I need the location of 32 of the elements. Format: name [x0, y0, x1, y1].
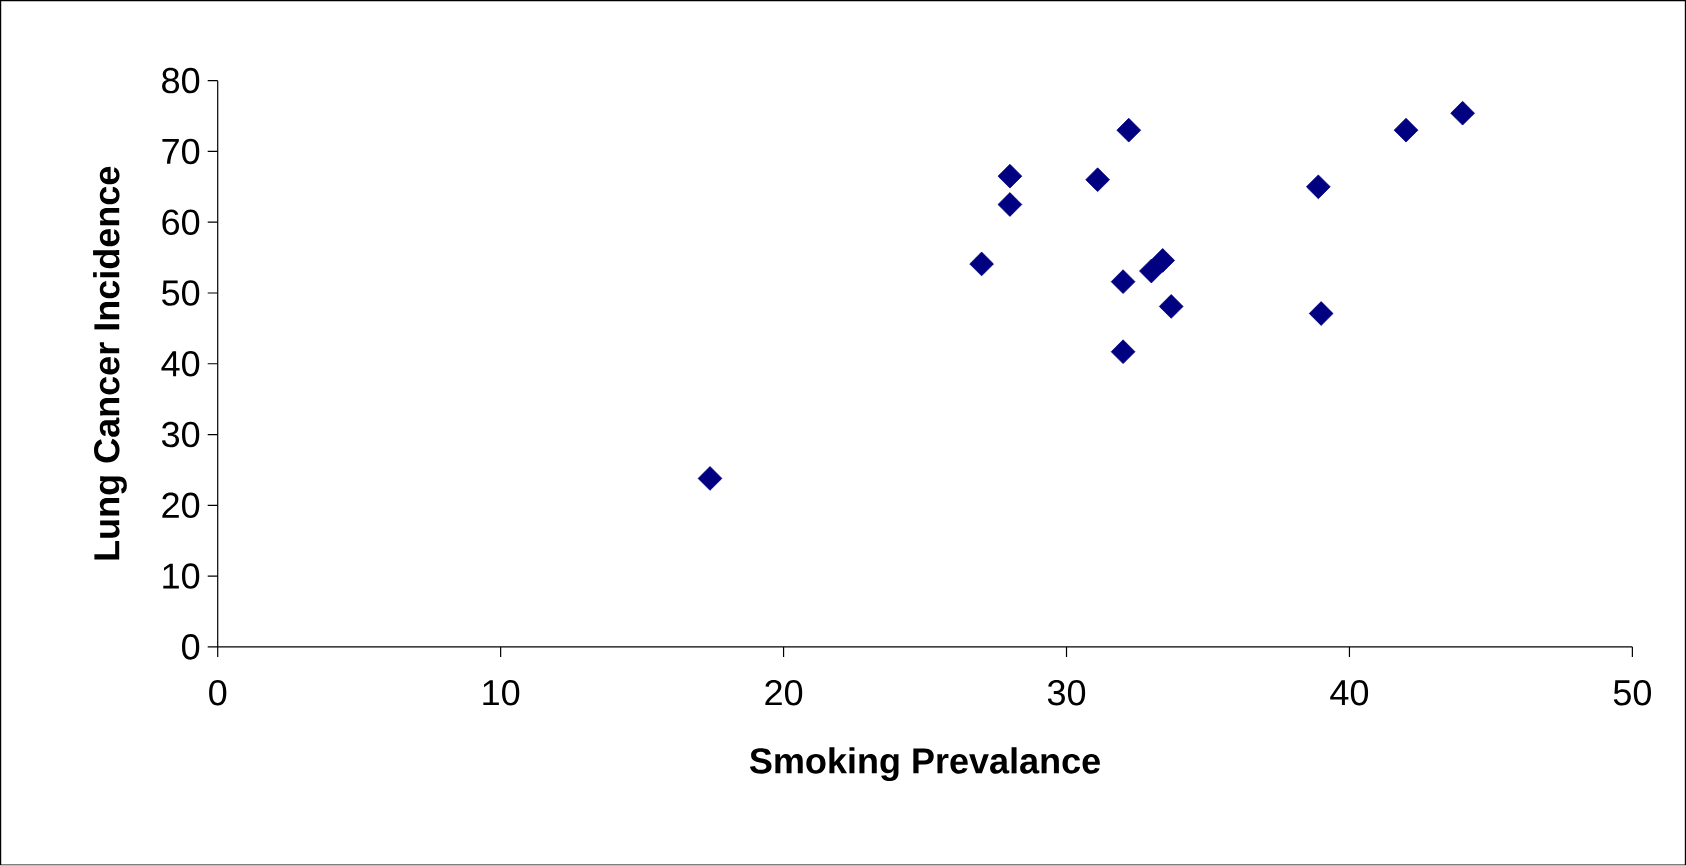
y-tick-label: 10 [163, 563, 200, 590]
point [1306, 174, 1331, 200]
y-tick-label: 80 [162, 68, 200, 94]
point [997, 192, 1023, 217]
point [1308, 301, 1334, 326]
x-tick-label: 40 [1330, 680, 1369, 706]
point [997, 164, 1023, 189]
point [1110, 269, 1136, 295]
point [1085, 167, 1110, 193]
point [1116, 118, 1142, 143]
y-tick-label: 30 [161, 421, 200, 448]
point [1450, 101, 1475, 126]
y-tick-label: 40 [161, 351, 200, 377]
y-tick-label: 20 [162, 492, 200, 519]
point [697, 466, 723, 491]
x-axis-title: Smoking Prevalance [749, 747, 1100, 782]
point [969, 251, 994, 277]
y-tick-label: 60 [162, 209, 200, 236]
x-tick-label: 0 [209, 680, 227, 706]
point [1110, 339, 1136, 365]
point [1150, 248, 1175, 273]
y-tick-label: 50 [162, 280, 200, 306]
x-tick-label: 50 [1613, 680, 1652, 706]
point [1139, 258, 1164, 284]
x-tick-label: 20 [765, 680, 803, 706]
point [1158, 294, 1184, 319]
y-tick-label: 70 [162, 138, 200, 165]
point [1393, 118, 1419, 143]
y-tick-label: 0 [182, 634, 200, 660]
x-tick-label: 10 [483, 680, 520, 706]
y-axis-title: Lung Cancer Incidence [93, 167, 127, 560]
x-tick-label: 30 [1047, 680, 1086, 706]
